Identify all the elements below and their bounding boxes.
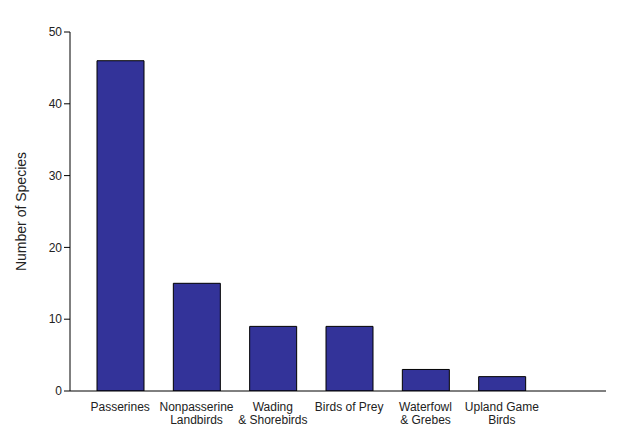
svg-text:0: 0 — [55, 384, 62, 398]
svg-text:10: 10 — [49, 312, 63, 326]
svg-text:Wading& Shorebirds: Wading& Shorebirds — [238, 400, 307, 427]
svg-text:20: 20 — [49, 241, 63, 255]
svg-text:50: 50 — [49, 25, 63, 39]
svg-text:Number of Species: Number of Species — [13, 152, 29, 271]
svg-text:Birds of Prey: Birds of Prey — [315, 400, 384, 414]
svg-text:Waterfowl& Grebes: Waterfowl& Grebes — [399, 400, 452, 427]
svg-text:30: 30 — [49, 169, 63, 183]
svg-text:Passerines: Passerines — [90, 400, 149, 414]
svg-text:Upland GameBirds: Upland GameBirds — [465, 400, 539, 427]
svg-text:40: 40 — [49, 97, 63, 111]
svg-text:NonpasserineLandbirds: NonpasserineLandbirds — [159, 400, 233, 427]
